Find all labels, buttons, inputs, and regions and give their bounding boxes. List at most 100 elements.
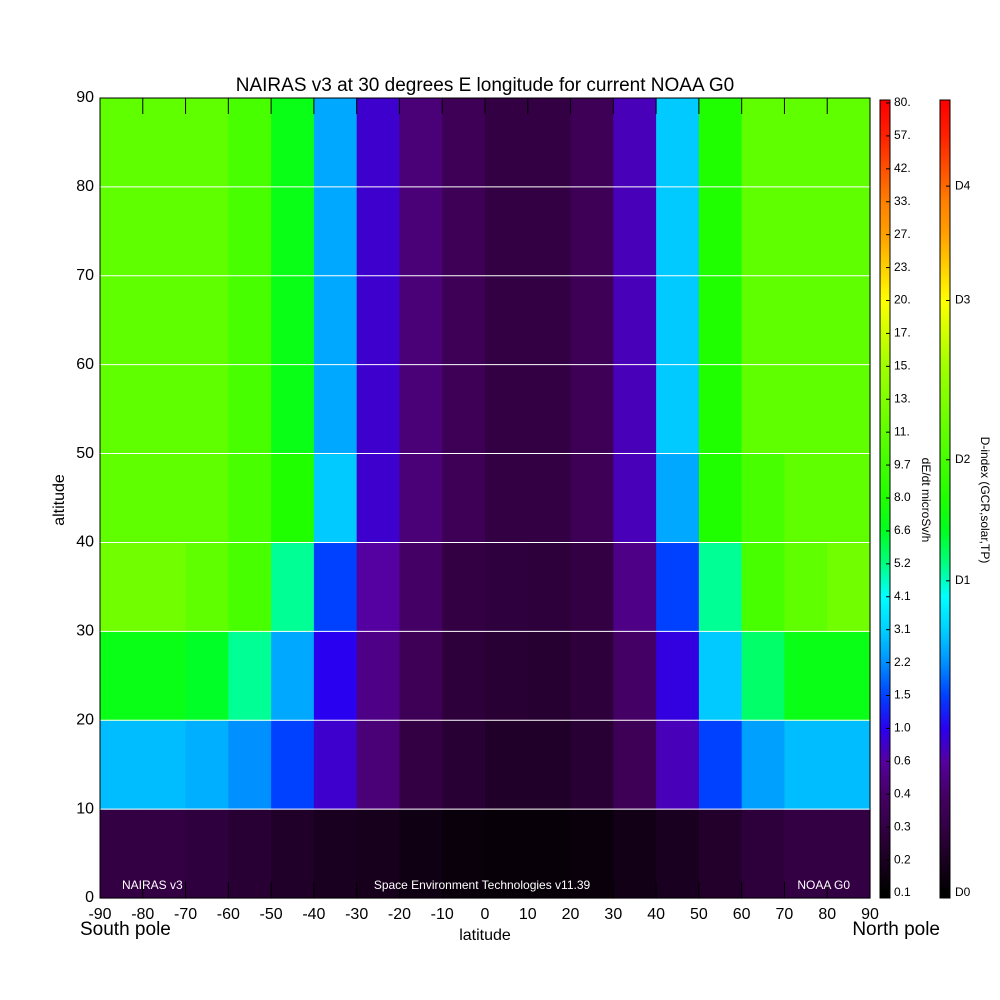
heat-cell bbox=[142, 364, 187, 455]
heat-cell bbox=[228, 364, 272, 455]
heat-cell bbox=[142, 275, 187, 366]
heat-cell bbox=[442, 98, 486, 188]
heat-cell bbox=[570, 98, 614, 188]
heat-cell bbox=[741, 364, 786, 455]
heat-cell bbox=[741, 542, 786, 632]
heat-cell bbox=[185, 98, 229, 188]
y-axis-label: altitude bbox=[51, 474, 68, 526]
heat-cell bbox=[399, 186, 443, 277]
heat-cell bbox=[570, 275, 614, 366]
colorbar-tick-label: 15. bbox=[894, 359, 911, 373]
heat-cell bbox=[313, 720, 358, 810]
heat-cell bbox=[698, 275, 743, 366]
heat-cell bbox=[656, 631, 700, 721]
heat-cell bbox=[271, 542, 315, 632]
heat-cell bbox=[313, 98, 358, 188]
x-tick-label: -30 bbox=[345, 906, 368, 923]
heat-cell bbox=[100, 98, 144, 188]
x-tick-label: 0 bbox=[481, 906, 490, 923]
heat-cell bbox=[271, 364, 315, 455]
x-tick-label: -90 bbox=[88, 906, 111, 923]
heat-cell bbox=[142, 720, 187, 810]
heat-cell bbox=[784, 809, 828, 899]
heat-cell bbox=[142, 631, 187, 721]
x-tick-label: 30 bbox=[604, 906, 622, 923]
heat-cell bbox=[228, 631, 272, 721]
heat-cell bbox=[185, 809, 229, 899]
heat-cell bbox=[313, 186, 358, 277]
x-tick-label: 50 bbox=[690, 906, 708, 923]
heat-cell bbox=[570, 364, 614, 455]
colorbar-tick-label: 0.3 bbox=[894, 819, 911, 833]
heat-cell bbox=[142, 542, 187, 632]
x-tick-label: -70 bbox=[174, 906, 197, 923]
colorbar-tick-label: 5.2 bbox=[894, 556, 911, 570]
heat-cell bbox=[100, 542, 144, 632]
heat-cell bbox=[100, 631, 144, 721]
heat-cell bbox=[313, 453, 358, 544]
heat-cell bbox=[399, 542, 443, 632]
colorbar bbox=[939, 99, 951, 899]
y-tick-label: 90 bbox=[76, 89, 94, 106]
heat-cell bbox=[656, 275, 700, 366]
heat-cell bbox=[698, 364, 743, 455]
heat-cell bbox=[313, 809, 358, 899]
heat-cell bbox=[228, 275, 272, 366]
heat-cell bbox=[698, 720, 743, 810]
heat-cell bbox=[313, 542, 358, 632]
heat-cell bbox=[271, 809, 315, 899]
colorbar-tick-label: 6.6 bbox=[894, 523, 911, 537]
y-tick-label: 10 bbox=[76, 800, 94, 817]
heat-cell bbox=[827, 186, 871, 277]
colorbar-tick-label: 13. bbox=[894, 391, 911, 405]
heat-cell bbox=[613, 186, 657, 277]
heat-cell bbox=[698, 98, 743, 188]
annotation: NOAA G0 bbox=[797, 878, 850, 892]
heat-cell bbox=[698, 631, 743, 721]
colorbar-tick-label: 80. bbox=[894, 95, 911, 109]
heat-cell bbox=[100, 364, 144, 455]
x-tick-label: 10 bbox=[519, 906, 537, 923]
heat-cell bbox=[485, 364, 529, 455]
annotation: NAIRAS v3 bbox=[122, 878, 183, 892]
x-tick-label: 90 bbox=[861, 906, 879, 923]
heat-cell bbox=[656, 809, 700, 899]
heat-cell bbox=[784, 98, 828, 188]
heatmap bbox=[100, 98, 871, 899]
heat-cell bbox=[741, 453, 786, 544]
heat-cell bbox=[485, 453, 529, 544]
heat-cell bbox=[827, 542, 871, 632]
colorbar-tick-label: 11. bbox=[894, 424, 910, 438]
heat-cell bbox=[185, 364, 229, 455]
x-tick-label: 40 bbox=[647, 906, 665, 923]
heat-cell bbox=[142, 186, 187, 277]
heat-cell bbox=[527, 720, 572, 810]
colorbar-tick-label: 57. bbox=[894, 128, 911, 142]
heat-cell bbox=[698, 542, 743, 632]
heat-cell bbox=[827, 98, 871, 188]
heat-cell bbox=[613, 631, 657, 721]
heat-cell bbox=[313, 364, 358, 455]
heat-cell bbox=[271, 720, 315, 810]
heat-cell bbox=[442, 275, 486, 366]
colorbar-tick-label: 33. bbox=[894, 194, 911, 208]
heat-cell bbox=[698, 809, 743, 899]
colorbar-tick-label: 3.1 bbox=[894, 622, 911, 636]
colorbar-tick-label: 23. bbox=[894, 260, 911, 274]
heat-cell bbox=[142, 809, 187, 899]
heat-cell bbox=[827, 631, 871, 721]
heat-cell bbox=[271, 453, 315, 544]
heat-cell bbox=[442, 720, 486, 810]
heat-cell bbox=[827, 275, 871, 366]
heat-cell bbox=[442, 186, 486, 277]
heat-cell bbox=[570, 809, 614, 899]
x-axis-label: latitude bbox=[459, 927, 511, 944]
heat-cell bbox=[527, 275, 572, 366]
heat-cell bbox=[399, 809, 443, 899]
x-tick-label: 60 bbox=[733, 906, 751, 923]
heat-cell bbox=[827, 809, 871, 899]
heat-cell bbox=[356, 186, 401, 277]
heat-cell bbox=[741, 186, 786, 277]
heat-cell bbox=[698, 453, 743, 544]
